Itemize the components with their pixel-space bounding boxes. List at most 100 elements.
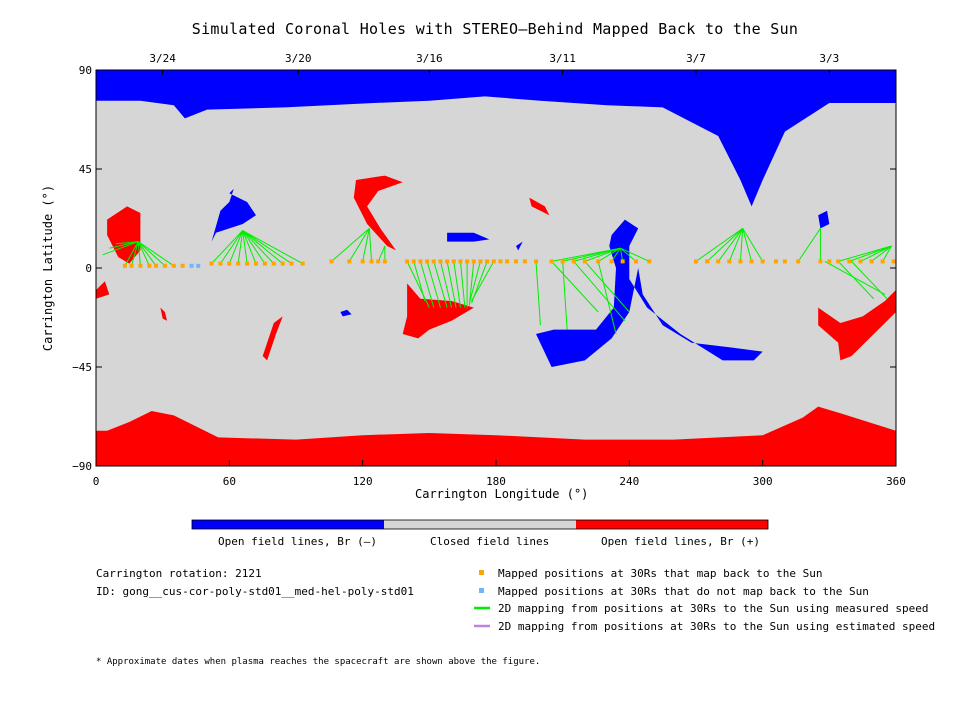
mapped-point [705,259,710,264]
mapped-point [376,259,381,264]
measured-mapping-line [137,241,157,267]
y-tick-label: −90 [72,460,92,473]
measured-mapping-line [851,261,888,300]
pos-hole-lon198 [529,197,550,216]
measured-mapping-line [584,261,630,313]
mapped-point [827,259,832,264]
coronal-hole-regions [96,70,896,466]
measured-mapping-line [211,230,244,264]
mapped-point [465,259,470,264]
neg-hole-lon190-speck [516,241,523,251]
mapped-point [347,259,352,264]
mapped-point [620,259,625,264]
measured-mapping-line [137,241,175,267]
measured-mapping-line [419,261,435,308]
measured-mapping-line [413,261,426,302]
mapped-point [891,259,896,264]
mapped-point [425,259,430,264]
measured-mapping-line [695,227,743,262]
measured-mapping-line [220,230,244,264]
pos-hole-lon340-south [818,290,896,361]
mapped-point [491,259,496,264]
top-date-label: 3/3 [819,52,839,65]
measured-mapping-line [468,261,475,306]
pos-hole-lon0-south [96,281,110,299]
colorbar [191,519,769,530]
measured-mapping-line [742,228,764,262]
measured-mapping-line [728,228,744,262]
mapped-point [289,261,294,266]
mapped-point [498,259,503,264]
measured-mapping-line [237,230,244,264]
measured-mapping-line [124,241,139,267]
measured-mapping-line [535,261,541,326]
measured-mapping-line [551,261,599,313]
x-tick-label: 240 [619,475,639,488]
measured-mapping-line [584,247,621,262]
mapped-point [154,263,158,268]
measured-mapping-line [377,245,386,262]
mapped-point [880,259,885,264]
north-polar-hole [96,70,896,207]
measured-mapping-line [562,247,621,262]
mapped-point [582,259,587,264]
y-tick-label: 0 [85,262,92,275]
mapped-point [609,259,614,264]
colorbar-pos-label: Open field lines, Br (+) [601,535,760,548]
mapped-point [262,261,267,266]
mapped-point [162,263,167,268]
mapped-point [634,259,638,264]
chart-title: Simulated Coronal Holes with STEREO–Behi… [191,20,799,38]
measured-mapping-line [619,248,624,262]
measured-mapping-line [882,245,892,262]
mapped-point [438,259,443,264]
mapped-point [847,259,852,264]
measured-mapping-line [562,261,568,330]
measured-mapping-line [849,245,892,262]
mapped-point [209,261,214,266]
mapped-point [411,259,416,264]
x-tick-label: 0 [93,475,100,488]
mapped-point [418,259,423,264]
mapped-point [694,259,698,264]
pos-hole-lon75-south [262,316,283,361]
measured-mapping-line [597,261,617,335]
mapped-point [382,259,387,264]
mapped-point [782,259,787,264]
mapped-point [458,259,463,264]
measured-mapping-line [706,228,744,262]
measured-mapping-line [573,247,621,262]
measured-mapping-line [242,230,292,265]
legend-not-mapped-label: Mapped positions at 30Rs that do not map… [498,585,869,598]
mapped-point [869,259,874,264]
measured-mapping-line [611,247,621,262]
measured-mapping-line [362,228,370,262]
pos-hole-lon30-south [160,307,168,321]
mapped-point [760,259,765,264]
legend-measured-label: 2D mapping from positions at 30Rs to the… [498,602,929,615]
colorbar-neg-label: Open field lines, Br (–) [218,535,377,548]
mapped-point [749,259,754,264]
top-date-label: 3/16 [416,52,443,65]
mapped-point [478,259,483,264]
measured-mapping-line [242,230,303,265]
not-mapped-point [196,263,201,268]
x-tick-label: 180 [486,475,506,488]
measured-mapping-line [115,241,139,245]
mapped-point [254,261,258,266]
measured-mapping-line [468,261,481,304]
mapped-point [796,259,801,264]
x-tick-label: 300 [753,475,773,488]
measured-mapping-line [433,261,448,308]
neg-hole-lon328 [818,210,830,229]
legend-estimated-label: 2D mapping from positions at 30Rs to the… [498,620,936,633]
mapped-point [180,263,185,268]
mapped-point [236,261,241,266]
mapped-point [818,259,823,264]
measured-mapping-line [242,230,283,264]
mapped-point [329,259,334,264]
mapped-point [738,259,743,264]
mapped-point [485,259,490,264]
mapped-point [560,259,565,264]
